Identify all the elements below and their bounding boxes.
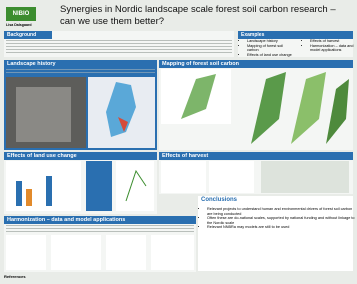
section-title: Effects of land use change	[4, 152, 157, 160]
harmonization-panel: Harmonization – data and model applicati…	[4, 216, 196, 272]
harvest-panel: Effects of harvest	[159, 152, 353, 194]
poster: NIBIO Lisa Dalsgaard Synergies in Nordic…	[0, 0, 357, 284]
section-title: Mapping of forest soil carbon	[159, 60, 353, 68]
conclusions-panel: Conclusions Relevant projects to underst…	[198, 196, 353, 271]
references-title: References	[4, 274, 26, 279]
section-title: Landscape history	[4, 60, 157, 68]
figure	[161, 69, 351, 149]
landscape-panel: Landscape history	[4, 60, 157, 150]
section-title: Examples	[238, 31, 353, 39]
figure	[161, 161, 351, 193]
list-item: Harmonization – data and model applicati…	[310, 44, 357, 53]
section-title: Background	[4, 31, 52, 39]
figure	[6, 77, 155, 148]
title: Synergies in Nordic landscape scale fore…	[60, 4, 350, 28]
author: Lisa Dalsgaard	[6, 23, 32, 27]
list-item: Relevant projects to understand human an…	[207, 207, 357, 216]
list-item: Often these are do-national scales, supp…	[207, 216, 357, 225]
mapping-panel: Mapping of forest soil carbon	[159, 60, 353, 150]
figure	[6, 161, 155, 213]
figure	[6, 235, 194, 270]
list-item: Relevant NNBRa may models are still to b…	[207, 225, 357, 230]
section-title: Conclusions	[198, 196, 353, 204]
background-panel: Background	[4, 31, 234, 57]
landuse-panel: Effects of land use change	[4, 152, 157, 214]
list-item: Effects of land use change	[247, 53, 294, 58]
list-item: Mapping of forest soil carbon	[247, 44, 294, 53]
section-title: Harmonization – data and model applicati…	[4, 216, 196, 224]
logo: NIBIO	[6, 7, 36, 21]
section-title: Effects of harvest	[159, 152, 353, 160]
